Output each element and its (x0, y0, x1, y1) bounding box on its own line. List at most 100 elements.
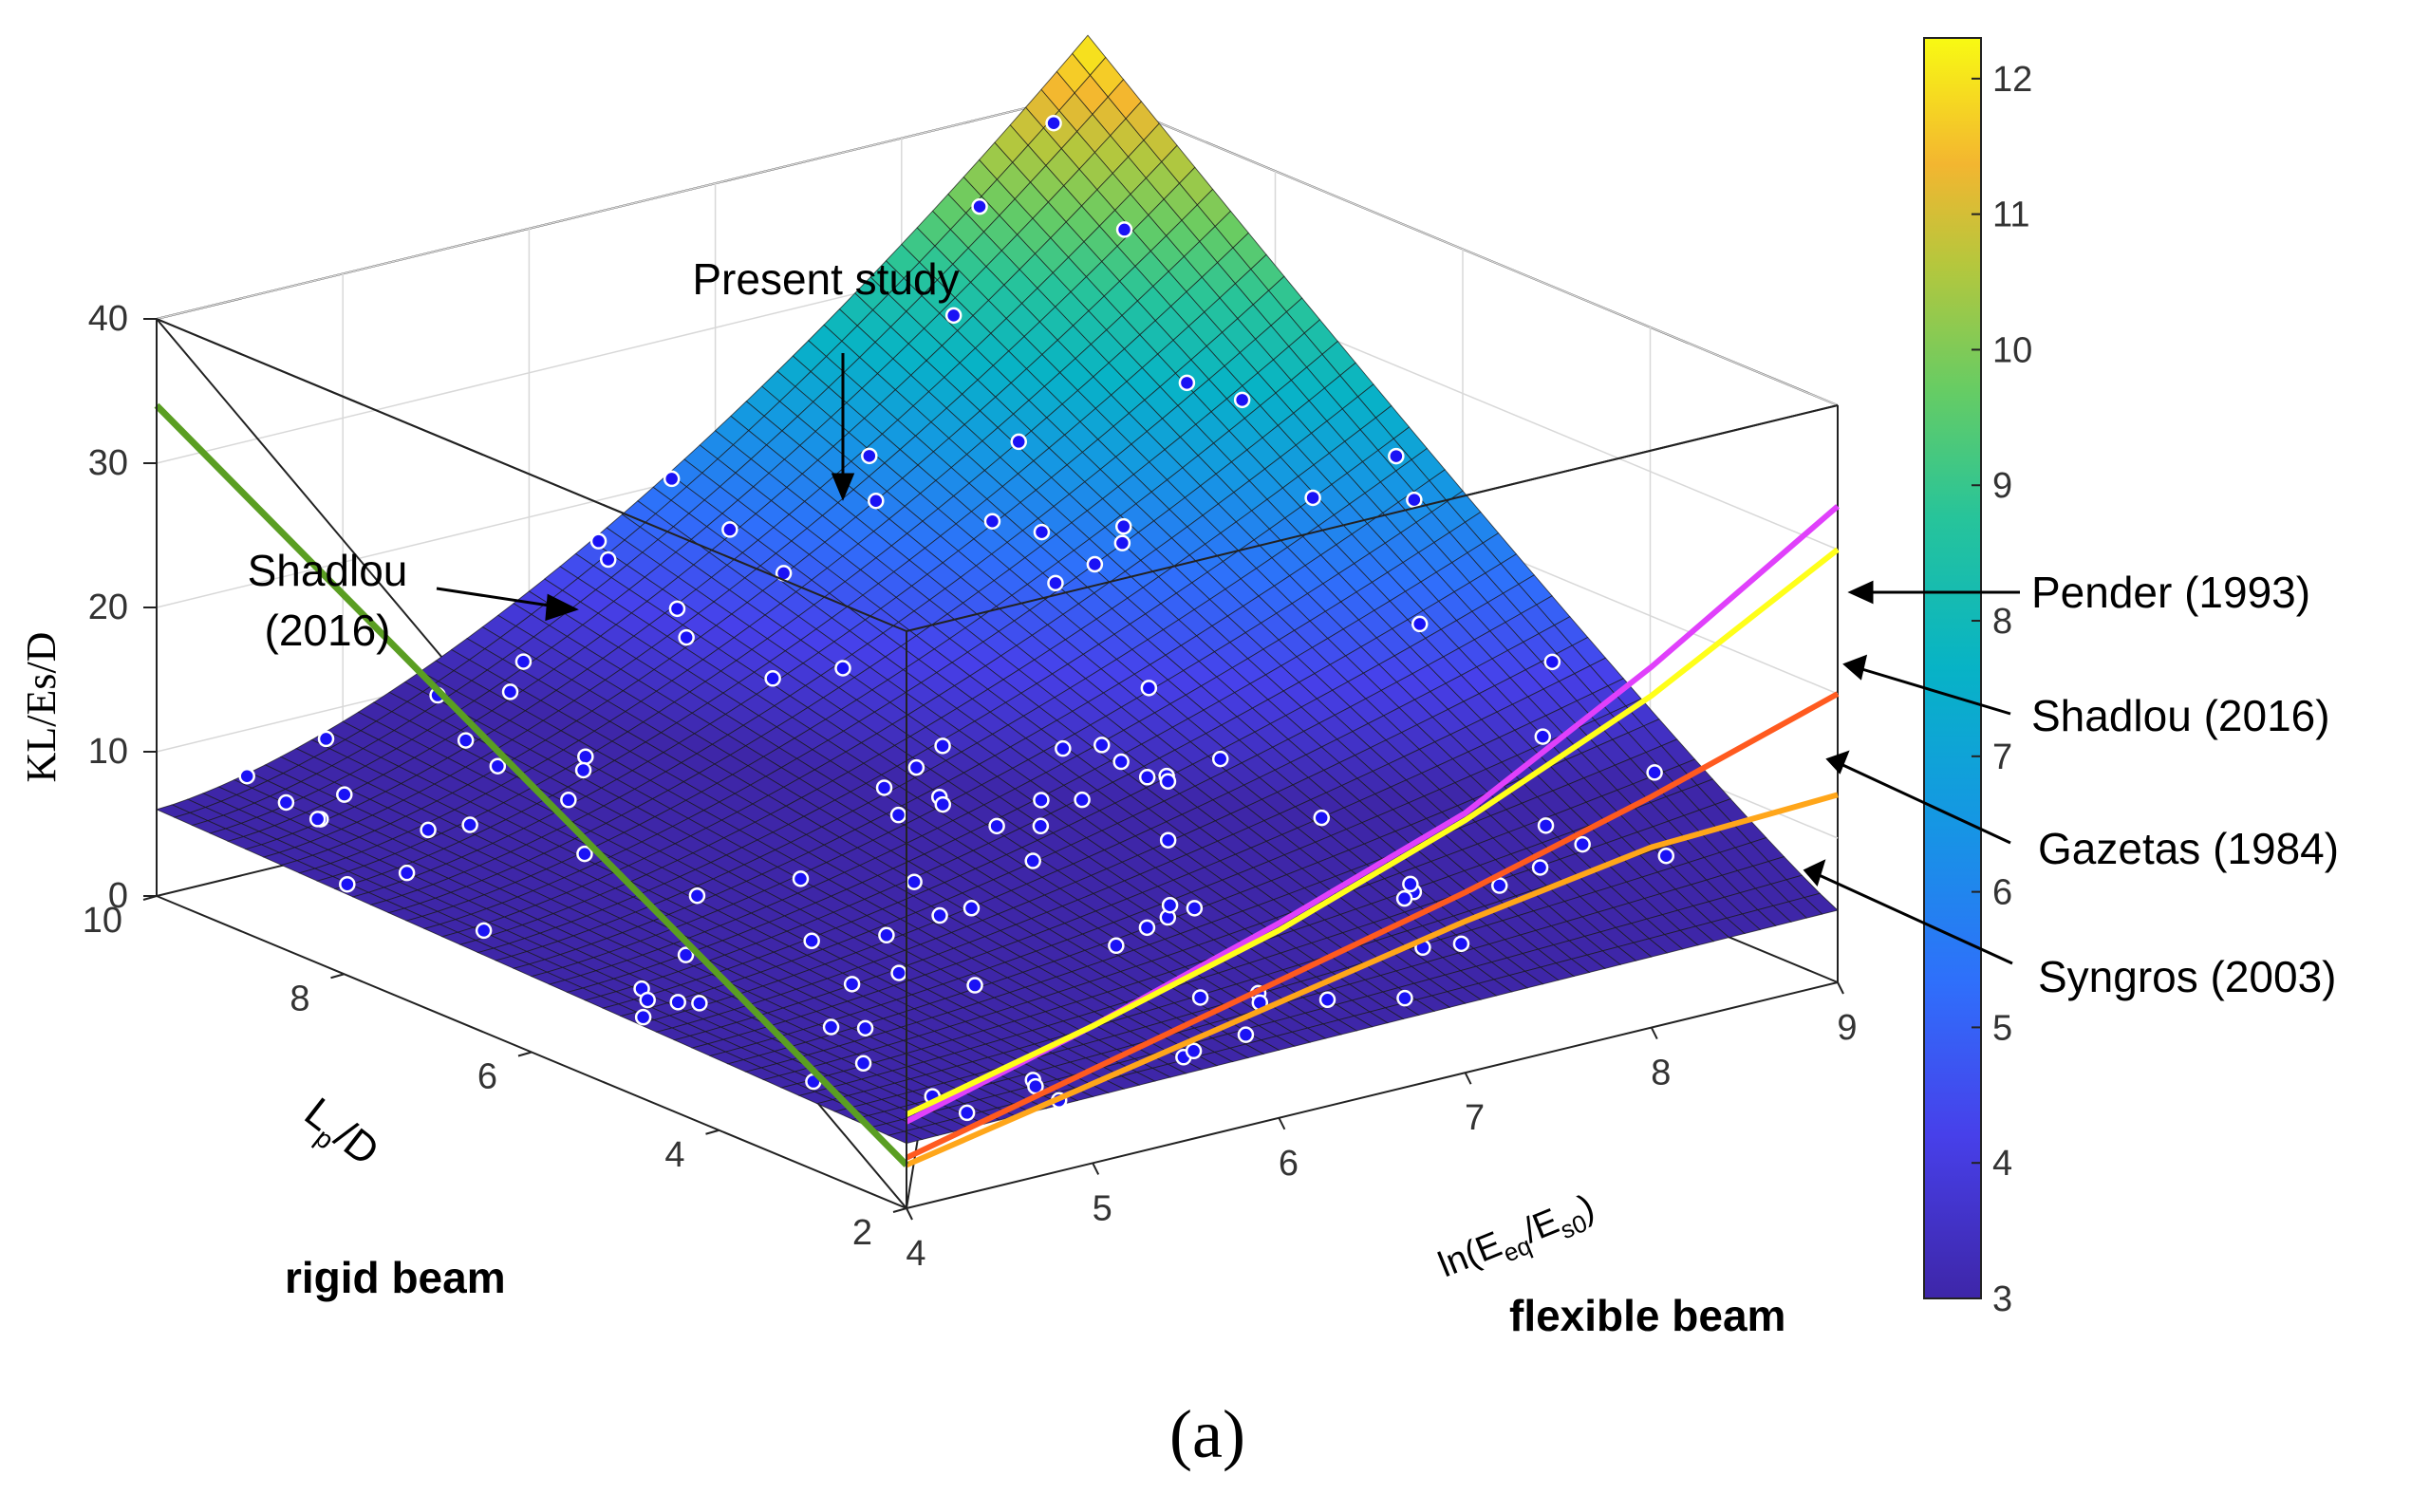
sample-point (238, 767, 255, 785)
x-tick-label: 6 (1279, 1144, 1299, 1184)
sample-point (958, 1104, 976, 1122)
sample-point (764, 670, 781, 687)
sample-point (966, 977, 983, 994)
y-tick-mark (705, 1129, 720, 1135)
sample-point (514, 653, 533, 670)
annotation-shadlou-left-2: (2016) (265, 606, 391, 655)
annotation-arrows (436, 353, 2020, 965)
y-tick-label: 2 (852, 1213, 872, 1253)
x-tick-mark (1278, 1117, 1286, 1130)
sample-point (1411, 615, 1429, 633)
sample-point (1395, 889, 1413, 907)
sample-point (1534, 728, 1552, 745)
sample-point (678, 628, 695, 646)
x-tick-label: 7 (1465, 1098, 1485, 1138)
sample-point (1033, 523, 1051, 541)
sample-point (599, 551, 617, 569)
sample-point (1178, 374, 1196, 392)
literature-curves (154, 402, 1840, 1168)
sample-point (308, 811, 327, 828)
sample-point (663, 470, 681, 488)
annotation-shadlou-left-1: Shadlou (248, 546, 408, 595)
sample-point (1032, 817, 1050, 835)
sample-point (501, 683, 519, 700)
annotation-shadlou-right: Shadlou (2016) (2031, 691, 2330, 740)
sample-point (854, 1055, 872, 1073)
sample-point (721, 521, 738, 538)
y-tick-mark (330, 973, 345, 980)
x-tick-label: 5 (1093, 1188, 1112, 1228)
sample-point (1318, 991, 1336, 1009)
response-surface (155, 34, 1839, 1145)
grid-line (156, 92, 1089, 320)
annotation-present-study: Present study (692, 254, 959, 304)
colorbar-ticks: 3 4 5 6 7 8 9 10 11 12 (1972, 60, 2032, 1319)
x-tick-label: 4 (906, 1234, 925, 1274)
x-tick-mark (1837, 981, 1844, 995)
sample-point (983, 513, 1001, 530)
sample-point (1138, 769, 1156, 786)
sample-point (1406, 491, 1423, 509)
sample-point (560, 792, 577, 809)
sample-point (1010, 433, 1028, 451)
z-tick-label: 40 (88, 299, 128, 339)
sample-point (461, 816, 478, 833)
top-edge (156, 318, 907, 632)
sample-point (1185, 1042, 1203, 1060)
sample-point (475, 922, 493, 940)
colorbar-tick-label: 11 (1992, 196, 2029, 235)
sample-point (589, 532, 607, 550)
colorbar-tick-label: 4 (1992, 1144, 2012, 1184)
figure-caption: (a) (1169, 1396, 1245, 1472)
x-tick-label: 9 (1837, 1008, 1857, 1048)
sample-point (878, 926, 895, 944)
colorbar-tick-label: 8 (1992, 602, 2012, 642)
sample-point (868, 492, 885, 510)
sample-point (639, 991, 656, 1009)
colorbar-tick-label: 12 (1992, 60, 2032, 100)
sample-point (1452, 935, 1470, 953)
sample-point (1191, 989, 1209, 1006)
sample-point (1045, 114, 1062, 132)
sample-point (988, 817, 1005, 835)
sample-point (890, 964, 907, 981)
colorbar-tick-label: 7 (1992, 737, 2012, 777)
sample-point (1574, 835, 1591, 853)
x-tick-mark (1092, 1162, 1100, 1175)
sample-point (792, 870, 810, 887)
sample-point (1388, 447, 1405, 465)
sample-point (934, 737, 951, 755)
sample-point (277, 793, 295, 812)
annotation-gazetas: Gazetas (1984) (2038, 824, 2339, 873)
sample-point (339, 875, 356, 893)
sample-point (1033, 792, 1050, 809)
curve-syngros (905, 792, 1839, 1168)
sample-point (1055, 739, 1072, 757)
sample-point (668, 600, 686, 618)
z-tick-label: 0 (108, 876, 128, 916)
sample-point (906, 873, 923, 890)
sample-point (457, 732, 475, 749)
sample-point (1537, 817, 1555, 834)
sample-point (803, 932, 820, 950)
sample-point (489, 757, 507, 775)
z-tick-label: 30 (88, 443, 128, 483)
sample-point (1108, 937, 1125, 955)
sample-point (889, 806, 907, 824)
y-tick-label: 10 (83, 901, 122, 941)
sample-point (634, 1008, 652, 1026)
sample-point (1159, 773, 1177, 791)
colorbar-tick-label: 6 (1992, 873, 2012, 913)
sample-point (963, 900, 981, 917)
curve-shadlou-rigid (154, 402, 909, 1167)
y-tick-mark (517, 1051, 533, 1057)
colorbar-tick-label: 3 (1992, 1279, 2012, 1319)
colorbar-tick-label: 5 (1992, 1008, 2012, 1048)
sample-point (1161, 896, 1179, 914)
sample-point (1138, 919, 1156, 937)
sample-point (1047, 574, 1064, 592)
annotation-flexible-beam: flexible beam (1509, 1291, 1785, 1340)
x-tick-label: 8 (1651, 1054, 1671, 1093)
sample-point (843, 976, 861, 993)
